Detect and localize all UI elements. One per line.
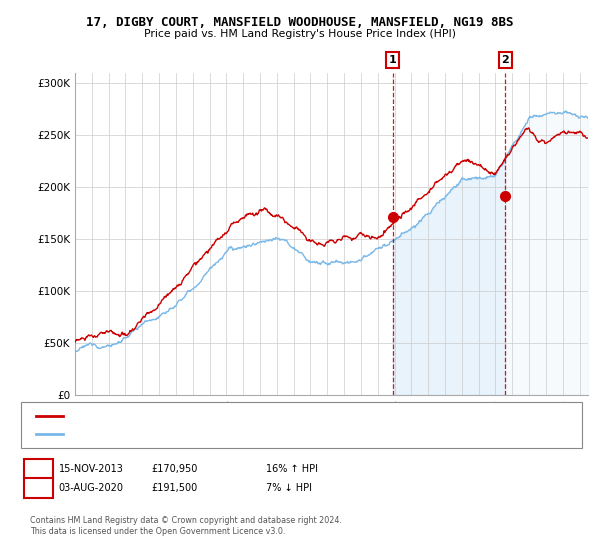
- Text: 15-NOV-2013: 15-NOV-2013: [59, 464, 124, 474]
- Text: Contains HM Land Registry data © Crown copyright and database right 2024.
This d: Contains HM Land Registry data © Crown c…: [30, 516, 342, 536]
- Text: 17, DIGBY COURT, MANSFIELD WOODHOUSE, MANSFIELD, NG19 8BS (detached house): 17, DIGBY COURT, MANSFIELD WOODHOUSE, MA…: [69, 412, 445, 421]
- Text: 1: 1: [35, 464, 42, 474]
- Text: 16% ↑ HPI: 16% ↑ HPI: [266, 464, 318, 474]
- Text: £191,500: £191,500: [152, 483, 198, 493]
- Text: 03-AUG-2020: 03-AUG-2020: [59, 483, 124, 493]
- Text: 2: 2: [35, 483, 42, 493]
- Text: 2: 2: [502, 55, 509, 65]
- Text: 17, DIGBY COURT, MANSFIELD WOODHOUSE, MANSFIELD, NG19 8BS: 17, DIGBY COURT, MANSFIELD WOODHOUSE, MA…: [86, 16, 514, 29]
- Text: 7% ↓ HPI: 7% ↓ HPI: [266, 483, 312, 493]
- Text: 1: 1: [389, 55, 397, 65]
- Text: HPI: Average price, detached house, Mansfield: HPI: Average price, detached house, Mans…: [69, 430, 270, 438]
- Text: Price paid vs. HM Land Registry's House Price Index (HPI): Price paid vs. HM Land Registry's House …: [144, 29, 456, 39]
- Text: £170,950: £170,950: [152, 464, 198, 474]
